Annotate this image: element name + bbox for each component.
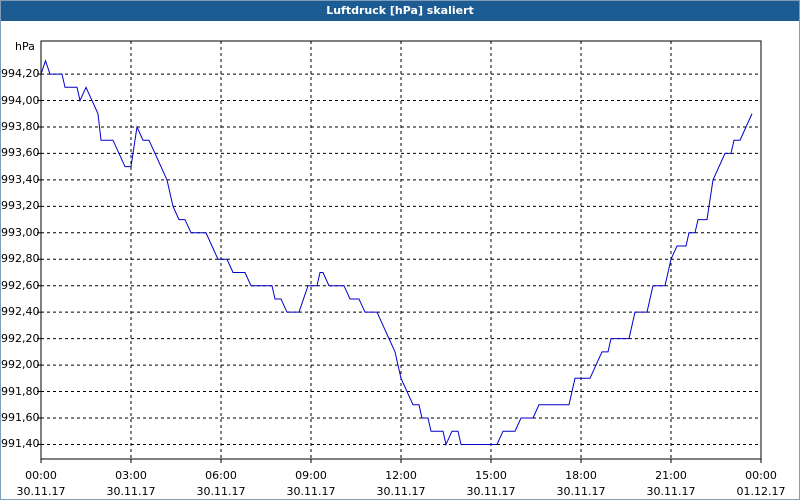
y-tick-label: 992,20	[1, 331, 40, 345]
y-tick-label: 992,60	[1, 278, 40, 292]
y-tick-label: 991,80	[1, 384, 40, 398]
y-tick-label: 991,60	[1, 410, 40, 424]
y-tick-label: 993,60	[1, 146, 40, 160]
y-unit: hPa	[15, 40, 35, 53]
plot-border	[40, 40, 762, 460]
x-tick-label: 00:00 30.11.17	[16, 469, 66, 498]
x-tick-label: 06:00 30.11.17	[196, 469, 246, 498]
y-tick-label: 992,00	[1, 358, 40, 372]
y-tick-label: 992,40	[1, 305, 40, 319]
x-tick-label: 12:00 30.11.17	[376, 469, 426, 498]
y-tick-label: 994,20	[1, 67, 40, 81]
x-tick-label: 03:00 30.11.17	[106, 469, 156, 498]
y-tick-label: 994,00	[1, 93, 40, 107]
y-tick-label: 993,20	[1, 199, 40, 213]
y-tick-label: 993,40	[1, 172, 40, 186]
x-tick-label: 09:00 30.11.17	[286, 469, 336, 498]
y-tick-label: 991,40	[1, 437, 40, 451]
y-tick-label: 993,80	[1, 119, 40, 133]
title-bar: Luftdruck [hPa] skaliert	[1, 1, 799, 21]
y-tick-label: 992,80	[1, 252, 40, 266]
x-tick-label: 00:00 01.12.17	[736, 469, 786, 498]
x-tick-label: 15:00 30.11.17	[466, 469, 516, 498]
x-tick-label: 18:00 30.11.17	[556, 469, 606, 498]
line	[40, 59, 753, 447]
x-tick-label: 21:00 30.11.17	[646, 469, 696, 498]
y-tick-label: 993,00	[1, 225, 40, 239]
